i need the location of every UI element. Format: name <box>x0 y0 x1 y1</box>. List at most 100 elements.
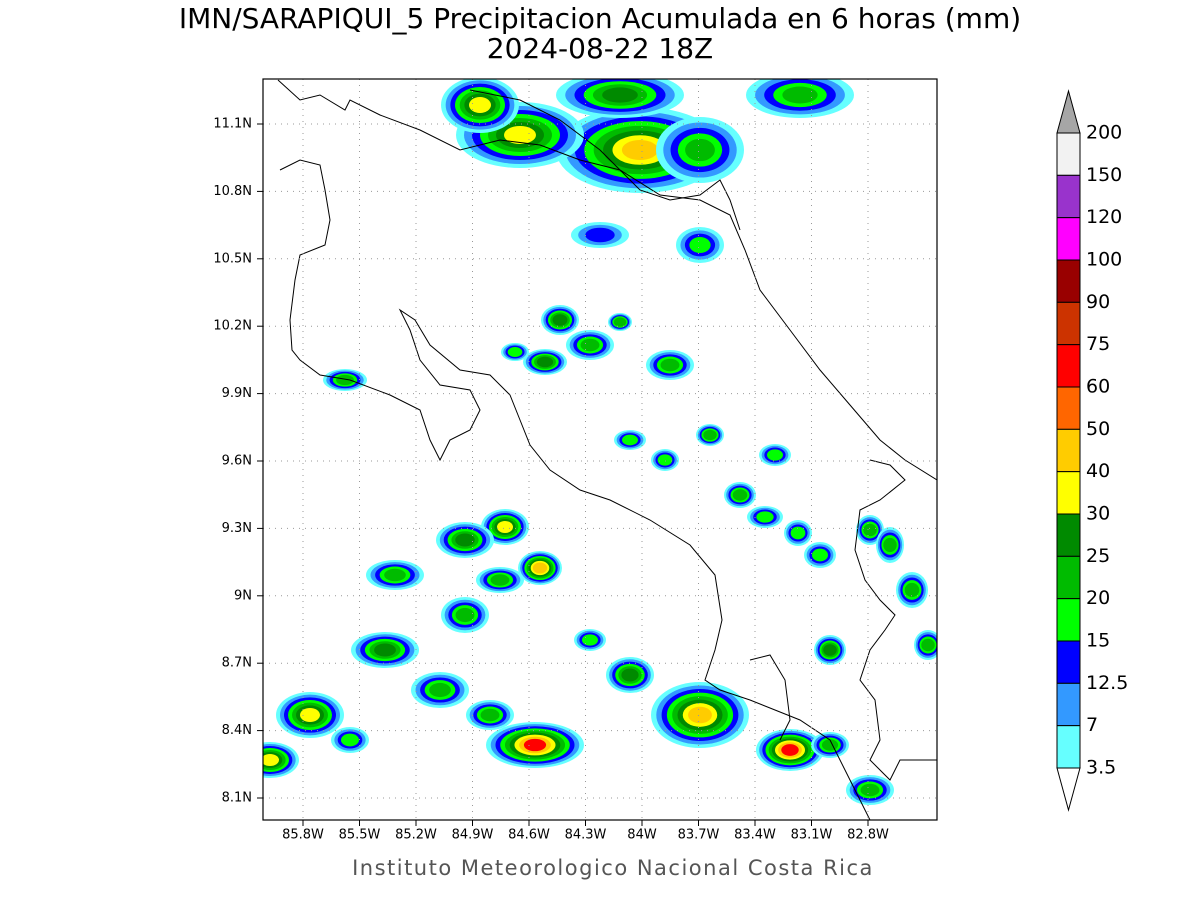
colorbar-label: 30 <box>1086 503 1110 525</box>
lon-label: 83.4W <box>734 828 776 843</box>
colorbar-box <box>1056 344 1081 388</box>
rain-cell <box>336 374 354 386</box>
colorbar-label: 25 <box>1086 545 1110 567</box>
rain-cell <box>689 237 711 253</box>
lat-label: 8.1N <box>222 791 252 806</box>
colorbar-over <box>1056 89 1081 134</box>
colorbar-box <box>1056 217 1081 261</box>
colorbar-box <box>1056 555 1081 600</box>
rain-cell <box>585 227 615 243</box>
colorbar-label: 7 <box>1086 714 1098 736</box>
rain-cell <box>480 708 500 722</box>
coastlines <box>277 79 937 820</box>
lat-label: 9N <box>234 588 252 603</box>
colorbar-box <box>1056 428 1081 473</box>
lon-label: 83.7W <box>678 828 720 843</box>
rain-cell <box>732 489 748 501</box>
colorbar-label: 50 <box>1086 418 1110 440</box>
rain-cell <box>767 449 783 461</box>
rain-cell <box>790 526 806 540</box>
colorbar: 200 150 120 100 90 75 60 50 40 30 25 20 15 12.5 7 3.5 <box>1056 89 1128 812</box>
rain-cell <box>621 668 639 682</box>
colorbar-box <box>1056 598 1081 642</box>
rain-cell <box>602 87 638 103</box>
colorbar-box <box>1056 259 1081 303</box>
precipitation-field <box>263 79 937 805</box>
lat-label: 9.9N <box>222 386 252 401</box>
lat-label: 8.7N <box>222 656 252 671</box>
map-frame <box>262 78 938 821</box>
rain-cell <box>490 574 510 586</box>
lon-label: 85.2W <box>395 828 437 843</box>
rain-cell <box>860 783 880 797</box>
rain-cell <box>660 358 680 372</box>
rain-cell <box>507 347 523 357</box>
rain-cell <box>469 97 491 113</box>
rain-cell <box>384 568 406 582</box>
rain-cell <box>657 454 673 466</box>
rain-cell <box>374 643 396 657</box>
colorbar-box <box>1056 682 1081 727</box>
rain-cell <box>685 138 715 162</box>
colorbar-label: 60 <box>1086 376 1110 398</box>
colorbar-label: 20 <box>1086 587 1110 609</box>
rain-cell <box>341 733 359 747</box>
rain-cell <box>782 86 818 104</box>
lon-label: 84.6W <box>508 828 550 843</box>
title: IMN/SARAPIQUI_5 Precipitacion Acumulada … <box>179 2 1021 35</box>
rain-cell <box>582 634 598 646</box>
rain-cell <box>532 562 548 574</box>
lat-label: 11.1N <box>213 117 252 132</box>
coastline <box>749 654 791 741</box>
lat-label: 8.4N <box>222 723 252 738</box>
colorbar-label: 120 <box>1086 206 1122 228</box>
lon-label: 84.3W <box>565 828 607 843</box>
colorbar-label: 150 <box>1086 164 1122 186</box>
rain-cell <box>756 511 774 523</box>
rain-cell <box>823 644 837 656</box>
lat-label: 9.3N <box>222 521 252 536</box>
rain-cell <box>523 738 547 752</box>
lon-label: 83.1W <box>791 828 833 843</box>
colorbar-box <box>1056 640 1081 684</box>
footer: Instituto Meteorologico Nacional Costa R… <box>352 856 874 880</box>
rain-cell <box>552 314 568 326</box>
graticule: 11.1N 10.8N 10.5N 10.2N 9.9N 9.6N 9.3N 9N 8.7N 8.… <box>213 79 937 843</box>
rain-cell <box>263 754 279 766</box>
colorbar-under <box>1056 767 1081 812</box>
rain-cell <box>455 533 475 547</box>
rain-cell <box>904 582 920 598</box>
rain-cell <box>863 523 877 537</box>
rain-cell <box>688 706 712 724</box>
rain-cell <box>580 338 600 352</box>
colorbar-label: 12.5 <box>1086 672 1128 694</box>
rain-cell <box>621 139 659 161</box>
colorbar-label: 15 <box>1086 630 1110 652</box>
colorbar-label: 90 <box>1086 291 1110 313</box>
colorbar-label: 100 <box>1086 249 1122 271</box>
rain-cell <box>613 317 627 327</box>
rain-cell <box>429 682 451 698</box>
rain-cell <box>536 356 554 368</box>
colorbar-box <box>1056 471 1081 515</box>
colorbar-box <box>1056 513 1081 557</box>
lon-label: 84W <box>627 828 657 843</box>
rain-cell <box>504 126 536 144</box>
colorbar-box <box>1056 725 1081 769</box>
rain-cell <box>455 607 475 623</box>
subtitle: 2024-08-22 18Z <box>487 32 713 65</box>
lon-label: 85.5W <box>339 828 381 843</box>
coastline <box>279 159 871 820</box>
rain-cell <box>781 744 799 756</box>
lon-label: 82.8W <box>847 828 889 843</box>
border <box>854 459 937 781</box>
colorbar-box <box>1056 386 1081 430</box>
colorbar-box <box>1056 132 1081 176</box>
colorbar-label: 40 <box>1086 460 1110 482</box>
colorbar-box <box>1056 174 1081 219</box>
colorbar-label: 75 <box>1086 333 1110 355</box>
colorbar-label: 200 <box>1086 122 1122 144</box>
border <box>469 89 741 231</box>
colorbar-box <box>1056 301 1081 346</box>
